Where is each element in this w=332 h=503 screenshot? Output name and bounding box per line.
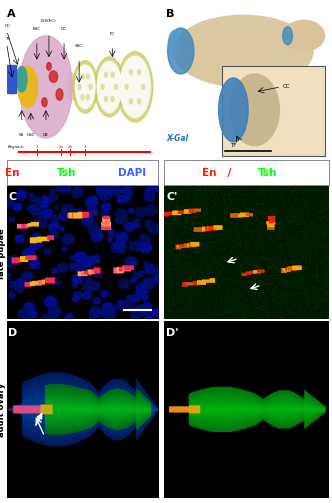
Ellipse shape: [73, 61, 98, 113]
FancyBboxPatch shape: [222, 66, 325, 156]
Text: IGS(EC): IGS(EC): [41, 19, 57, 23]
Text: GSC: GSC: [27, 133, 35, 137]
Text: 1: 1: [36, 145, 38, 149]
Ellipse shape: [49, 71, 58, 82]
Ellipse shape: [97, 61, 122, 113]
Ellipse shape: [42, 98, 47, 107]
Circle shape: [89, 85, 92, 90]
Circle shape: [81, 95, 84, 100]
Text: C': C': [166, 192, 178, 202]
Ellipse shape: [283, 27, 292, 45]
Circle shape: [142, 85, 145, 90]
Text: late pupae: late pupae: [0, 229, 6, 279]
Text: D': D': [166, 328, 179, 339]
Ellipse shape: [17, 66, 27, 92]
Circle shape: [138, 70, 141, 75]
Text: En: En: [202, 167, 216, 178]
Circle shape: [111, 72, 114, 77]
Ellipse shape: [173, 15, 313, 87]
FancyBboxPatch shape: [69, 74, 84, 100]
Text: X-Gal: X-Gal: [166, 134, 188, 143]
Ellipse shape: [95, 57, 124, 117]
Text: /: /: [224, 167, 235, 178]
Circle shape: [115, 85, 118, 90]
Ellipse shape: [56, 89, 63, 100]
Text: OC: OC: [61, 27, 67, 31]
Text: 2a: 2a: [58, 145, 63, 149]
Ellipse shape: [47, 62, 51, 70]
Text: B: B: [166, 9, 174, 19]
Circle shape: [125, 85, 128, 90]
Ellipse shape: [75, 65, 95, 109]
Text: Tsh: Tsh: [258, 167, 277, 178]
Ellipse shape: [20, 36, 72, 138]
Text: TF: TF: [230, 143, 236, 148]
Ellipse shape: [18, 66, 38, 107]
Circle shape: [81, 74, 84, 79]
Text: adult ovary: adult ovary: [0, 383, 6, 437]
Text: SS: SS: [19, 133, 24, 137]
Text: TF: TF: [5, 37, 10, 41]
Circle shape: [111, 97, 114, 102]
Circle shape: [105, 97, 108, 102]
Circle shape: [86, 74, 89, 79]
Circle shape: [138, 99, 141, 104]
Circle shape: [78, 85, 81, 90]
Text: D: D: [8, 328, 18, 339]
Text: 2b: 2b: [68, 145, 73, 149]
FancyBboxPatch shape: [7, 65, 16, 93]
Text: /: /: [87, 167, 98, 178]
Text: C: C: [9, 192, 17, 202]
Text: /: /: [26, 167, 37, 178]
Text: DAPI: DAPI: [118, 167, 146, 178]
Circle shape: [86, 95, 89, 100]
Text: Tsh: Tsh: [56, 167, 76, 178]
Ellipse shape: [284, 21, 325, 51]
Text: 3: 3: [84, 145, 86, 149]
Circle shape: [101, 85, 104, 90]
Ellipse shape: [168, 28, 194, 74]
Text: En: En: [5, 167, 20, 178]
Ellipse shape: [230, 74, 280, 146]
Text: ESC: ESC: [33, 27, 41, 31]
Text: FC: FC: [110, 32, 115, 36]
Text: CC: CC: [283, 85, 290, 90]
Ellipse shape: [168, 31, 180, 56]
Ellipse shape: [117, 52, 153, 122]
Circle shape: [105, 72, 108, 77]
Text: CC: CC: [5, 24, 11, 28]
Circle shape: [129, 70, 132, 75]
Text: Regions:: Regions:: [7, 145, 24, 149]
Circle shape: [129, 99, 132, 104]
Ellipse shape: [120, 56, 150, 118]
Text: CB: CB: [43, 133, 49, 137]
Text: SSC: SSC: [75, 44, 83, 48]
Text: A: A: [7, 9, 16, 19]
Ellipse shape: [218, 78, 248, 142]
